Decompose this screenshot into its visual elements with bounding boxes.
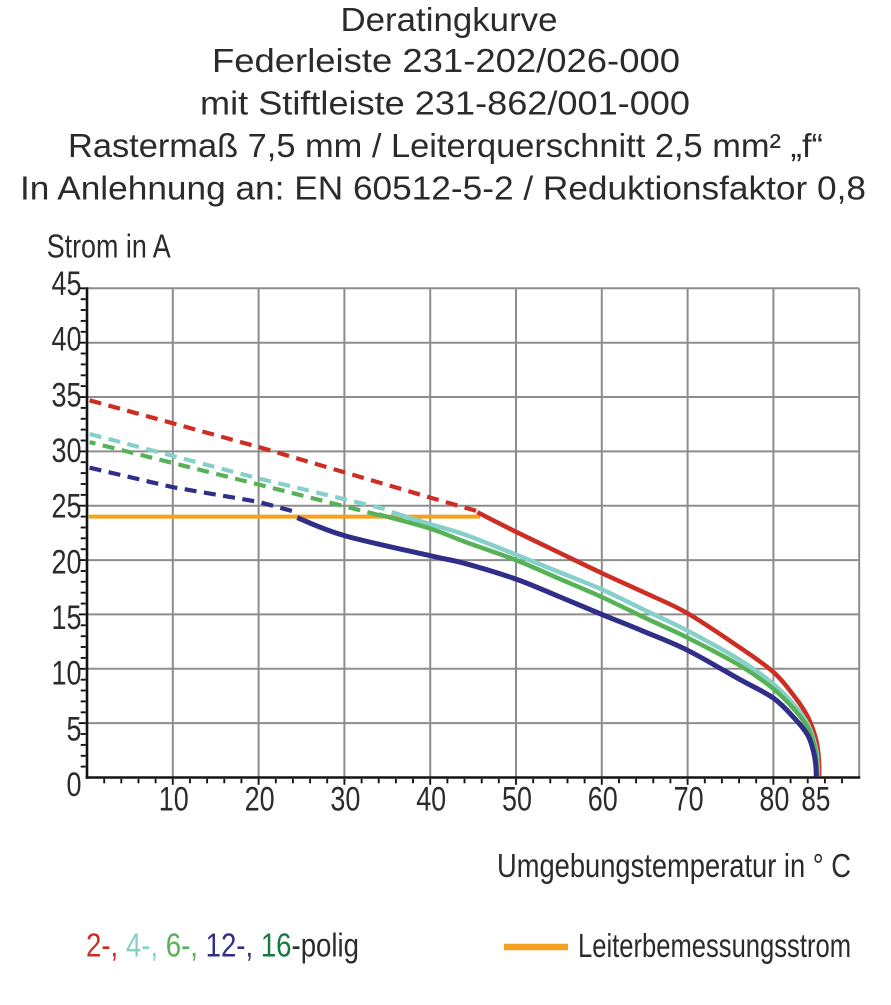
svg-text:15: 15 xyxy=(52,599,82,637)
svg-text:2-, 4-, 6-, 12-, 16-polig: 2-, 4-, 6-, 12-, 16-polig xyxy=(86,926,359,963)
svg-text:Strom in A: Strom in A xyxy=(47,228,171,265)
svg-text:25: 25 xyxy=(52,488,82,526)
svg-text:40: 40 xyxy=(52,321,82,359)
svg-text:Federleiste 231-202/026-000: Federleiste 231-202/026-000 xyxy=(212,42,680,79)
svg-text:70: 70 xyxy=(674,781,704,819)
svg-text:85: 85 xyxy=(801,781,830,819)
svg-text:80: 80 xyxy=(759,781,789,819)
svg-text:Deratingkurve: Deratingkurve xyxy=(341,1,558,38)
svg-text:Umgebungstemperatur in ° C: Umgebungstemperatur in ° C xyxy=(497,847,851,884)
svg-text:10: 10 xyxy=(159,781,189,819)
svg-text:mit Stiftleiste 231-862/001-00: mit Stiftleiste 231-862/001-000 xyxy=(200,85,690,122)
svg-text:10: 10 xyxy=(52,655,82,693)
svg-text:Rastermaß 7,5 mm / Leiterquers: Rastermaß 7,5 mm / Leiterquerschnitt 2,5… xyxy=(68,127,823,164)
svg-text:0: 0 xyxy=(67,766,82,804)
svg-text:20: 20 xyxy=(52,543,82,581)
svg-text:35: 35 xyxy=(52,376,82,414)
svg-text:5: 5 xyxy=(67,710,82,748)
svg-text:30: 30 xyxy=(330,781,360,819)
svg-text:40: 40 xyxy=(416,781,446,819)
svg-text:Leiterbemessungsstrom: Leiterbemessungsstrom xyxy=(578,927,851,964)
svg-text:45: 45 xyxy=(52,265,82,303)
svg-text:50: 50 xyxy=(502,781,532,819)
svg-text:In Anlehnung an: EN 60512-5-2: In Anlehnung an: EN 60512-5-2 / Reduktio… xyxy=(20,170,866,207)
svg-text:30: 30 xyxy=(52,432,82,470)
svg-text:20: 20 xyxy=(245,781,275,819)
svg-text:60: 60 xyxy=(588,781,618,819)
